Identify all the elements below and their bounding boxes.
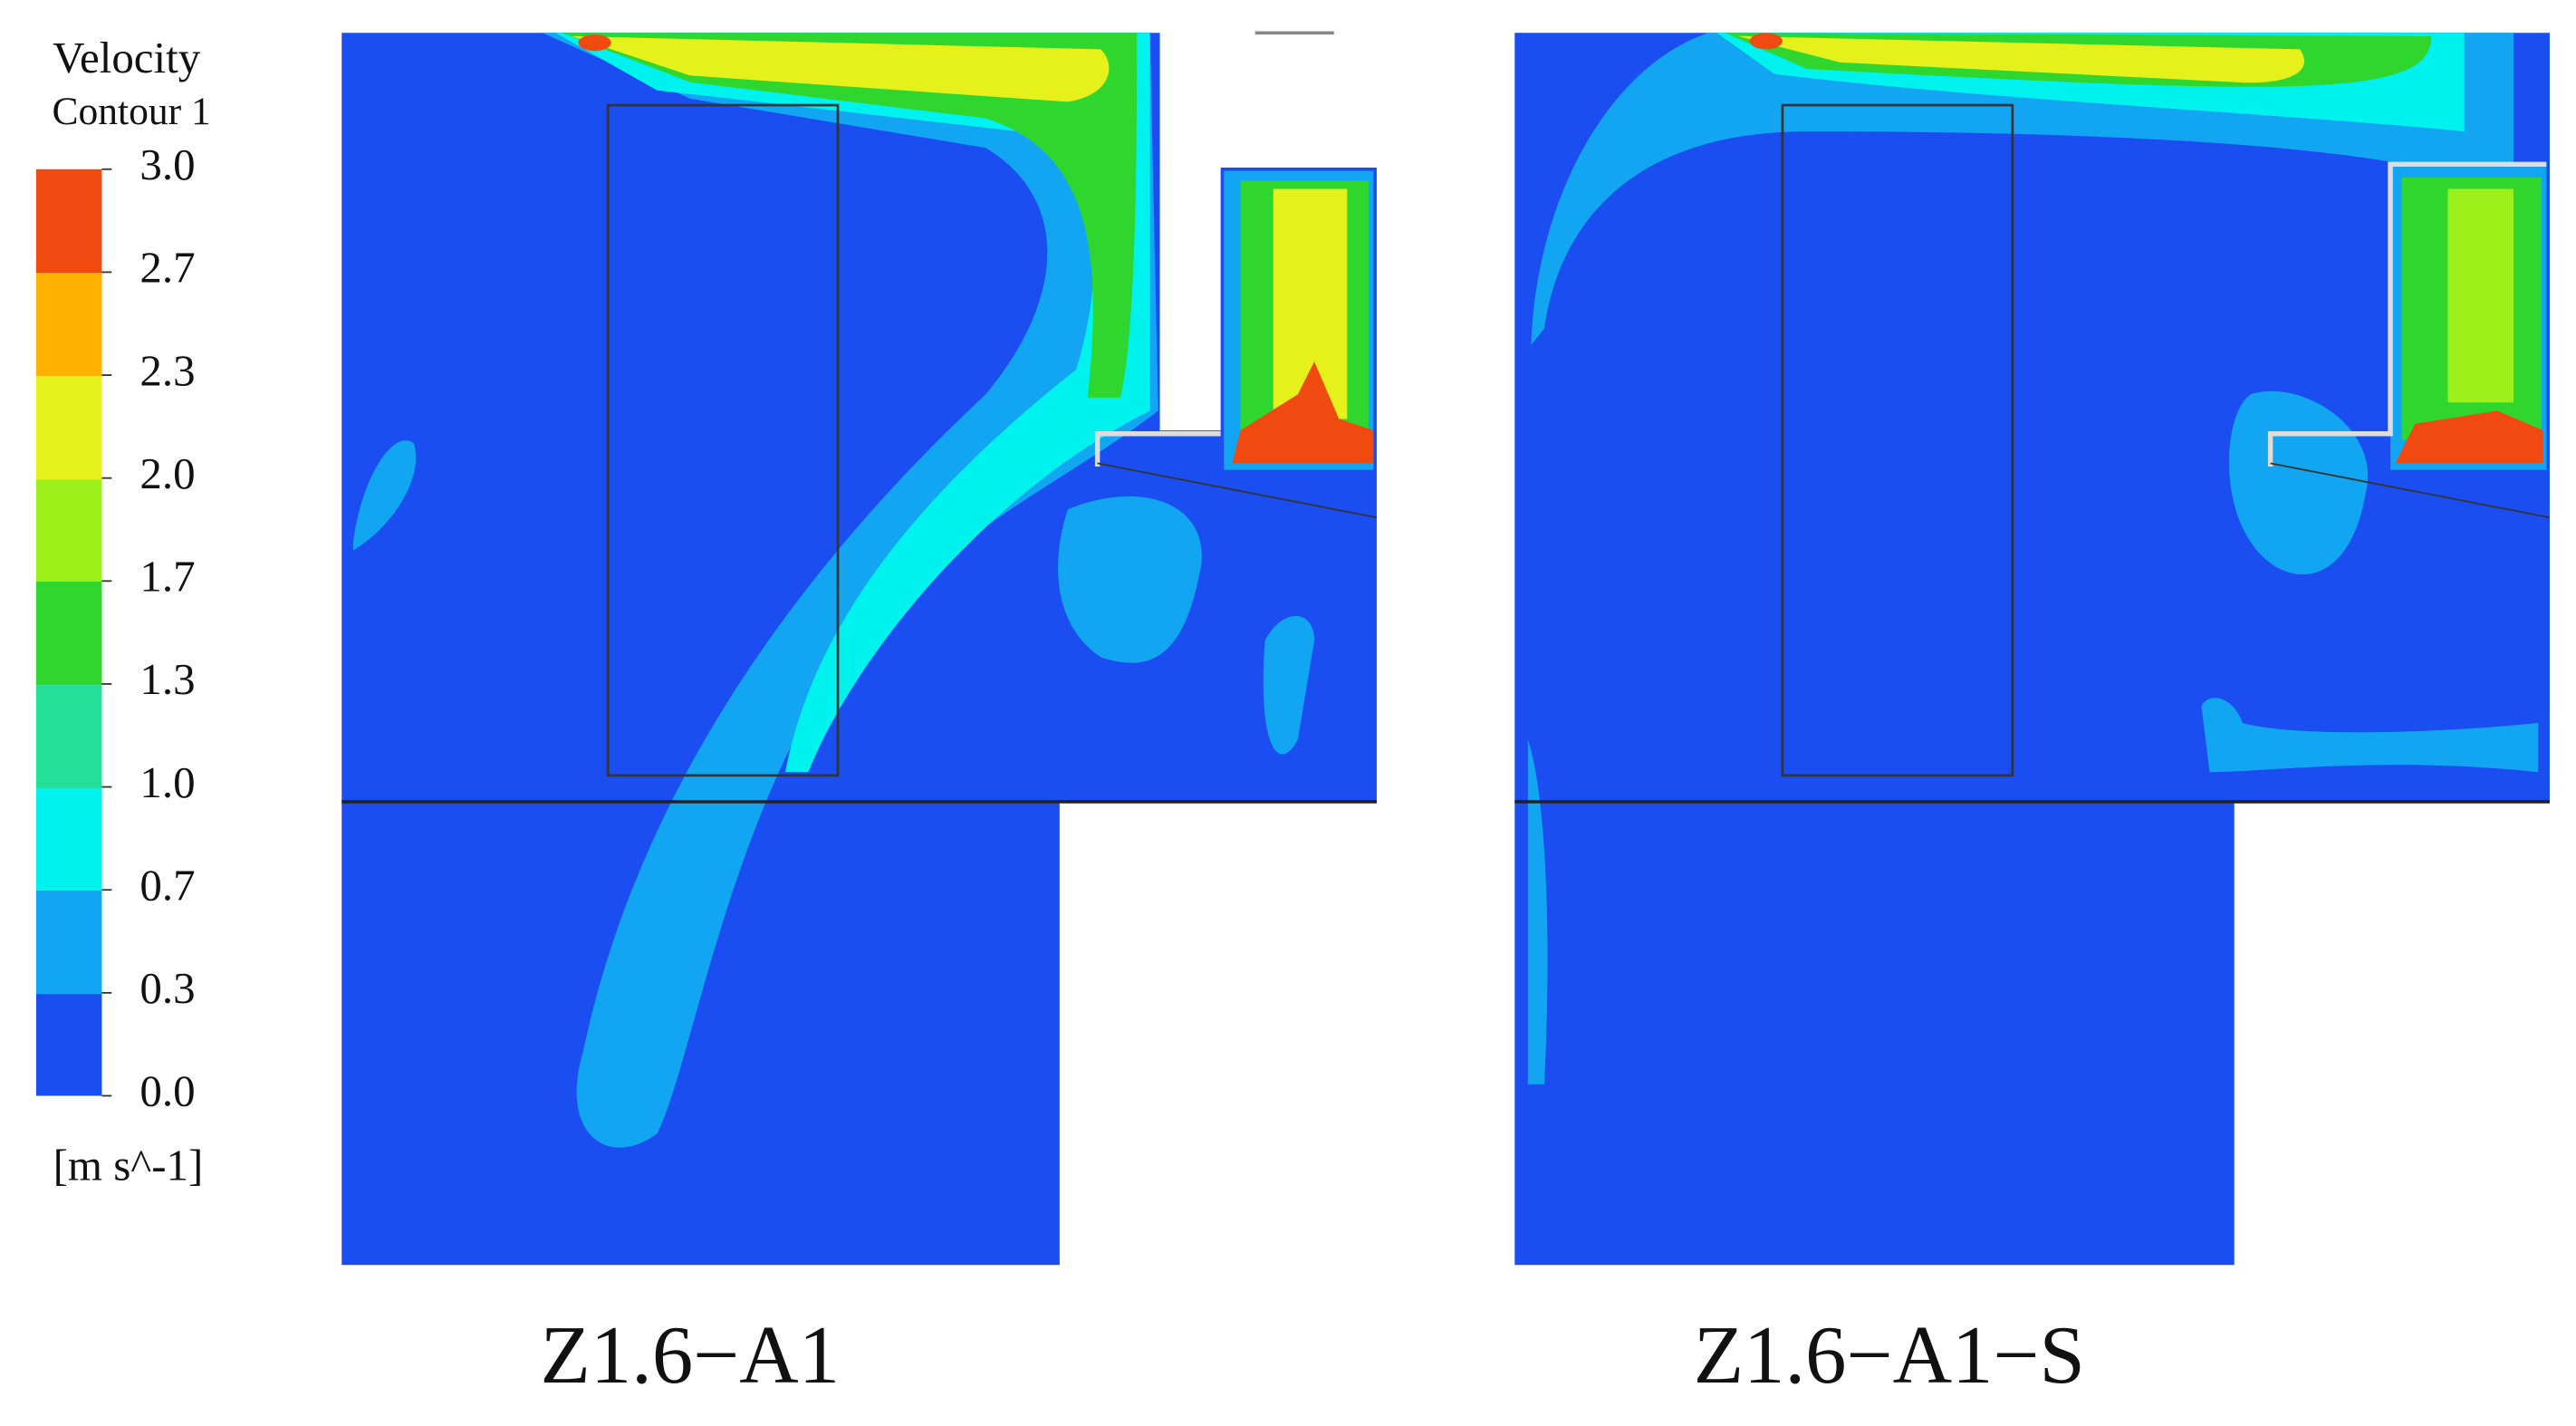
- panel-label: Z1.6−A1−S: [1694, 1309, 2085, 1401]
- color-band: [35, 479, 102, 582]
- legend-tick-label: 2.0: [139, 448, 195, 498]
- domain: [1514, 33, 2550, 1266]
- color-band: [35, 376, 102, 480]
- legend-tick-label: 0.7: [139, 860, 195, 910]
- legend-tick-label: 1.0: [139, 757, 195, 807]
- contour-panel: Z1.6−A1−S: [1514, 33, 2551, 1401]
- color-band: [35, 169, 102, 274]
- legend-tick-label: 2.3: [139, 345, 195, 395]
- legend: Velocity Contour 1 3.0 2.7 2.3 2.0 1.7 1.3 1.0…: [35, 33, 211, 1190]
- legend-tick-label: 1.7: [139, 552, 195, 602]
- outline: [2270, 462, 2551, 519]
- contour: [542, 33, 1158, 1148]
- contour-panel: Z1.6−A1: [341, 31, 1378, 1401]
- contour: [2447, 188, 2514, 403]
- contour: [1527, 739, 1548, 1084]
- contour: [1058, 496, 1202, 663]
- colorbar: [35, 169, 102, 1096]
- color-band: [35, 273, 102, 377]
- legend-ticks: 3.0 2.7 2.3 2.0 1.7 1.3 1.0 0.7 0.3 0.0: [101, 140, 196, 1116]
- contour: [578, 34, 611, 52]
- legend-tick-label: 0.0: [139, 1066, 195, 1116]
- color-band: [35, 685, 102, 789]
- legend-subtitle: Contour 1: [52, 90, 210, 133]
- contour: [2201, 698, 2539, 773]
- contour: [1737, 35, 2305, 83]
- legend-tick-label: 2.7: [139, 243, 195, 293]
- outline: [606, 103, 840, 777]
- legend-tick-label: 1.3: [139, 654, 195, 704]
- outline: [1097, 462, 1378, 519]
- contour: [1263, 616, 1315, 755]
- contour: [2395, 410, 2543, 464]
- legend-tick-label: 3.0: [139, 140, 195, 189]
- outline: [1094, 431, 1221, 467]
- legend-unit: [m s^-1]: [53, 1140, 204, 1190]
- panel-label: Z1.6−A1: [540, 1309, 840, 1401]
- legend-tick-label: 0.3: [139, 963, 195, 1013]
- contour: [1232, 361, 1374, 464]
- outline: [1781, 103, 2014, 777]
- contour: [1749, 33, 1783, 50]
- outline: [2267, 161, 2547, 467]
- contour: [352, 440, 417, 551]
- contour: [2228, 390, 2369, 575]
- color-band: [35, 581, 102, 686]
- legend-title: Velocity: [53, 33, 201, 82]
- color-band: [35, 788, 102, 891]
- color-band: [35, 994, 102, 1096]
- color-band: [35, 890, 102, 995]
- contour: [572, 35, 1110, 102]
